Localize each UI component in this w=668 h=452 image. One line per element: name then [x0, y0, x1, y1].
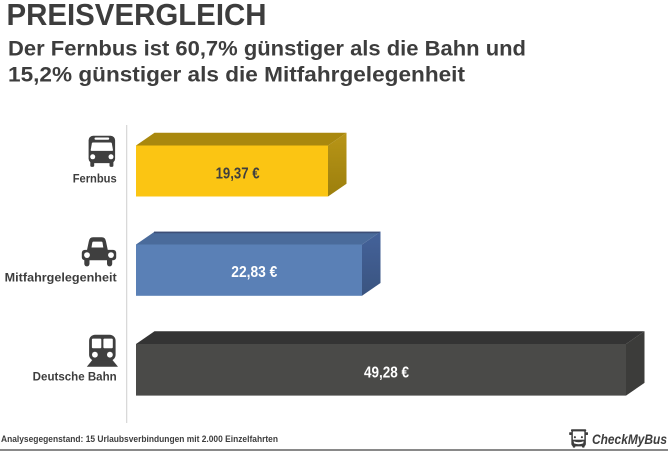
- svg-text:Der Fernbus ist 60,7% günstige: Der Fernbus ist 60,7% günstiger als die …: [8, 37, 526, 60]
- svg-text:49,28 €: 49,28 €: [364, 364, 409, 381]
- svg-text:22,83 €: 22,83 €: [231, 264, 277, 281]
- svg-text:Fernbus: Fernbus: [73, 173, 117, 185]
- svg-text:CheckMyBus: CheckMyBus: [592, 432, 667, 447]
- svg-text:Analysegegenstand: 15 Urlaubsv: Analysegegenstand: 15 Urlaubsverbindunge…: [1, 434, 278, 445]
- svg-text:PREISVERGLEICH: PREISVERGLEICH: [7, 0, 267, 32]
- svg-text:15,2% günstiger als die Mitfah: 15,2% günstiger als die Mitfahrgelegenhe…: [8, 64, 465, 87]
- svg-text:Mitfahrgelegenheit: Mitfahrgelegenheit: [5, 272, 117, 284]
- svg-text:19,37 €: 19,37 €: [216, 166, 260, 183]
- svg-text:Deutsche Bahn: Deutsche Bahn: [33, 371, 117, 383]
